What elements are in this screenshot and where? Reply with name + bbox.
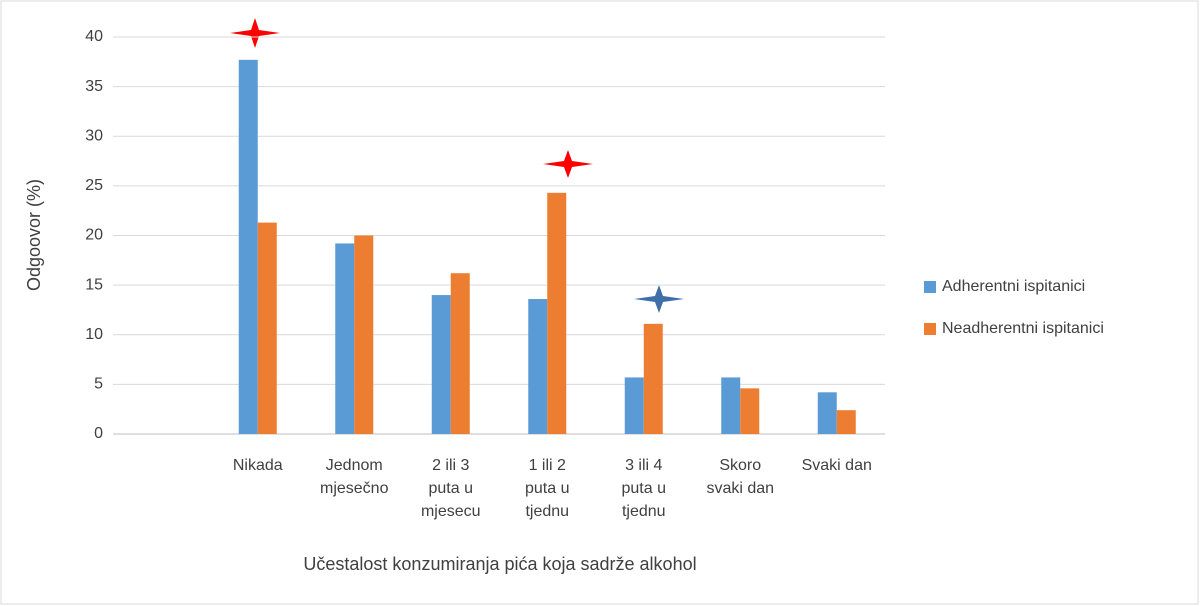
y-tick-label: 35 xyxy=(85,78,103,95)
bar xyxy=(335,243,355,434)
y-axis-title: Odgoovor (%) xyxy=(24,179,44,291)
bar xyxy=(836,410,856,434)
y-tick-label: 5 xyxy=(94,376,103,393)
bar xyxy=(450,273,470,434)
bar xyxy=(643,323,663,434)
bar xyxy=(721,377,741,434)
bar xyxy=(547,192,567,434)
x-tick-label: 1 ili 2 puta u tjednu xyxy=(525,457,570,520)
y-tick-label: 20 xyxy=(85,227,103,244)
star-marker xyxy=(543,150,593,178)
bar xyxy=(431,295,451,434)
bar xyxy=(528,299,548,434)
bar xyxy=(740,388,760,434)
y-tick-label: 0 xyxy=(94,425,103,442)
x-tick-label: Svaki dan xyxy=(801,457,872,474)
bar xyxy=(257,222,277,434)
y-tick-label: 25 xyxy=(85,177,103,194)
legend-swatch xyxy=(924,323,936,335)
legend-label: Neadherentni ispitanici xyxy=(942,320,1104,337)
star-marker xyxy=(230,18,280,48)
y-tick-label: 15 xyxy=(85,276,103,293)
y-tick-label: 40 xyxy=(85,28,103,45)
x-tick-label: 3 ili 4 puta u tjednu xyxy=(621,457,666,520)
y-tick-label: 30 xyxy=(85,127,103,144)
bar xyxy=(817,392,837,434)
y-tick-label: 10 xyxy=(85,326,103,343)
x-tick-label: Jednom mjesečno xyxy=(320,457,389,497)
x-tick-label: 2 ili 3 puta u mjesecu xyxy=(420,457,481,520)
x-tick-label: Nikada xyxy=(232,457,283,474)
x-tick-label: Skoro svaki dan xyxy=(706,457,775,497)
star-marker xyxy=(634,285,684,313)
legend-swatch xyxy=(924,281,936,293)
legend-label: Adherentni ispitanici xyxy=(942,278,1085,295)
bar xyxy=(624,377,644,434)
x-axis-title: Učestalost konzumiranja pića koja sadrže… xyxy=(303,554,696,574)
bar xyxy=(354,235,374,434)
bar xyxy=(238,59,258,434)
